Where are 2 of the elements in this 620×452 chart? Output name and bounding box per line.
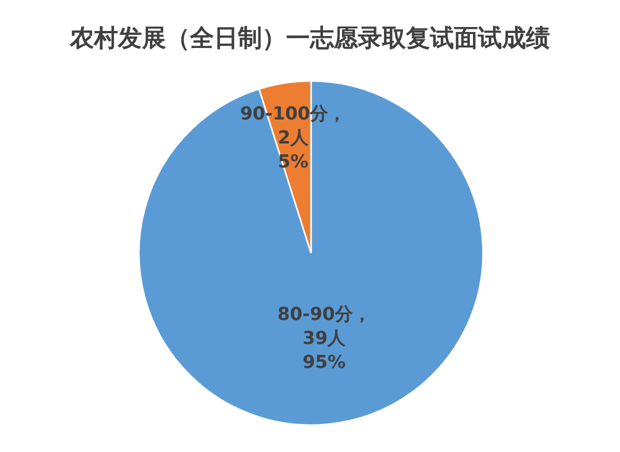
slice-label: 80-90分， 39人 95%: [277, 304, 371, 373]
chart-title: 农村发展（全日制）一志愿录取复试面试成绩: [69, 24, 550, 52]
